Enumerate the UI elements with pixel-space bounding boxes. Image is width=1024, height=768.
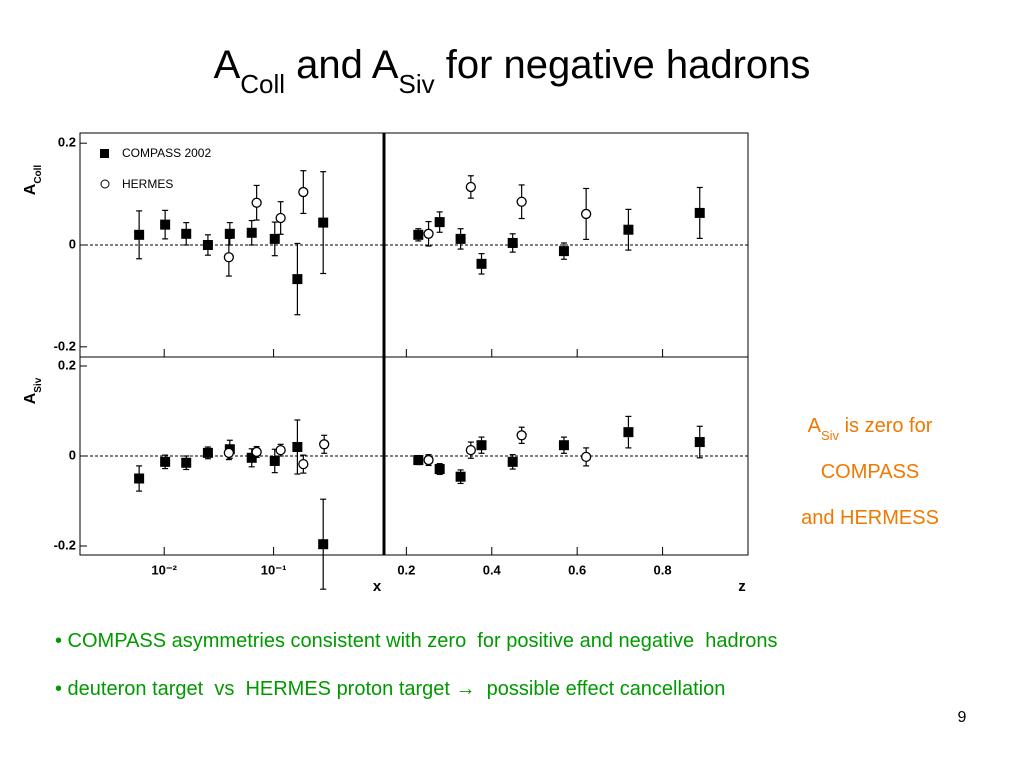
data-point xyxy=(413,229,424,240)
y-axis-label: AColl xyxy=(22,165,44,196)
plot-frame xyxy=(79,132,749,556)
data-point xyxy=(623,224,634,235)
data-point xyxy=(476,258,487,269)
data-point xyxy=(251,197,262,208)
y-tick-label: 0 xyxy=(69,447,76,462)
y-tick-label: -0.2 xyxy=(54,338,76,353)
y-tick-label: -0.2 xyxy=(54,537,76,552)
legend-label: HERMES xyxy=(122,177,173,191)
data-point xyxy=(423,228,434,239)
data-point xyxy=(298,186,309,198)
text-part: Siv xyxy=(33,377,44,392)
side-note: COMPASS xyxy=(821,461,920,483)
data-point xyxy=(202,240,213,250)
data-point xyxy=(623,427,634,438)
data-point xyxy=(580,451,592,463)
x-axis-label: x xyxy=(373,578,382,595)
data-point xyxy=(318,217,329,228)
data-point xyxy=(476,440,487,451)
data-point xyxy=(269,233,280,244)
data-point xyxy=(516,430,527,441)
data-point xyxy=(558,246,569,257)
text-part: Siv xyxy=(398,69,434,99)
data-point xyxy=(298,458,309,470)
legend-label: COMPASS 2002 xyxy=(122,146,211,160)
text-part: for negative hadrons xyxy=(435,43,811,87)
data-point xyxy=(465,444,476,456)
y-axis-label: ASiv xyxy=(22,377,44,404)
data-point xyxy=(223,447,235,459)
data-point xyxy=(580,208,592,220)
slide-title: AColl and ASiv for negative hadrons xyxy=(214,43,811,99)
x-tick-label: 0.4 xyxy=(483,562,502,577)
data-point xyxy=(319,439,330,450)
data-point xyxy=(434,464,445,475)
text-part: A xyxy=(214,43,241,87)
data-point xyxy=(202,447,213,458)
data-point xyxy=(292,274,303,285)
bullet: • deuteron target vs HERMES proton targe… xyxy=(55,678,726,700)
data-point xyxy=(558,440,569,451)
data-point xyxy=(275,444,286,456)
data-point xyxy=(423,454,434,466)
x-tick-label: 0.6 xyxy=(568,562,586,577)
y-tick-label: 0.2 xyxy=(58,135,76,150)
legend-marker xyxy=(100,179,110,189)
data-point xyxy=(181,457,192,468)
data-point xyxy=(269,455,280,466)
data-point xyxy=(434,217,445,228)
data-point xyxy=(465,181,476,193)
data-point xyxy=(134,229,145,240)
x-axis-label: z xyxy=(738,578,746,595)
data-point xyxy=(181,228,192,239)
data-point xyxy=(455,233,466,244)
legend-marker xyxy=(100,149,109,158)
bullet: • COMPASS asymmetries consistent with ze… xyxy=(55,630,778,652)
data-point xyxy=(318,539,329,550)
data-point xyxy=(455,471,466,482)
x-tick-label: 10⁻² xyxy=(151,562,177,577)
data-point xyxy=(246,452,257,463)
data-point xyxy=(223,252,235,263)
data-point xyxy=(507,456,518,467)
x-tick-label: 0.2 xyxy=(397,562,415,577)
page-number: 9 xyxy=(958,709,967,726)
side-note: ASiv is zero for xyxy=(808,415,933,443)
x-tick-label: 10⁻¹ xyxy=(261,562,287,577)
y-tick-label: 0.2 xyxy=(58,357,76,372)
data-point xyxy=(160,219,171,230)
data-point xyxy=(246,227,257,238)
text-part: Coll xyxy=(240,69,285,99)
text-part: and A xyxy=(285,43,399,87)
data-point xyxy=(507,237,518,248)
text-part: A xyxy=(808,415,822,437)
data-point xyxy=(251,446,262,458)
text-part: A xyxy=(22,183,39,195)
y-tick-label: 0 xyxy=(69,236,76,251)
data-point xyxy=(516,196,527,207)
text-part: Coll xyxy=(33,165,44,184)
data-point xyxy=(160,456,171,467)
data-point xyxy=(694,207,705,218)
data-point xyxy=(134,473,145,484)
side-note: and HERMESS xyxy=(801,507,939,529)
text-part: is zero for xyxy=(839,415,933,437)
data-point xyxy=(413,455,424,466)
data-point xyxy=(694,437,705,448)
x-tick-label: 0.8 xyxy=(654,562,672,577)
data-point xyxy=(224,228,235,239)
text-part: A xyxy=(22,392,39,404)
text-part: Siv xyxy=(821,428,840,443)
data-point xyxy=(275,212,286,224)
data-point xyxy=(292,442,303,452)
